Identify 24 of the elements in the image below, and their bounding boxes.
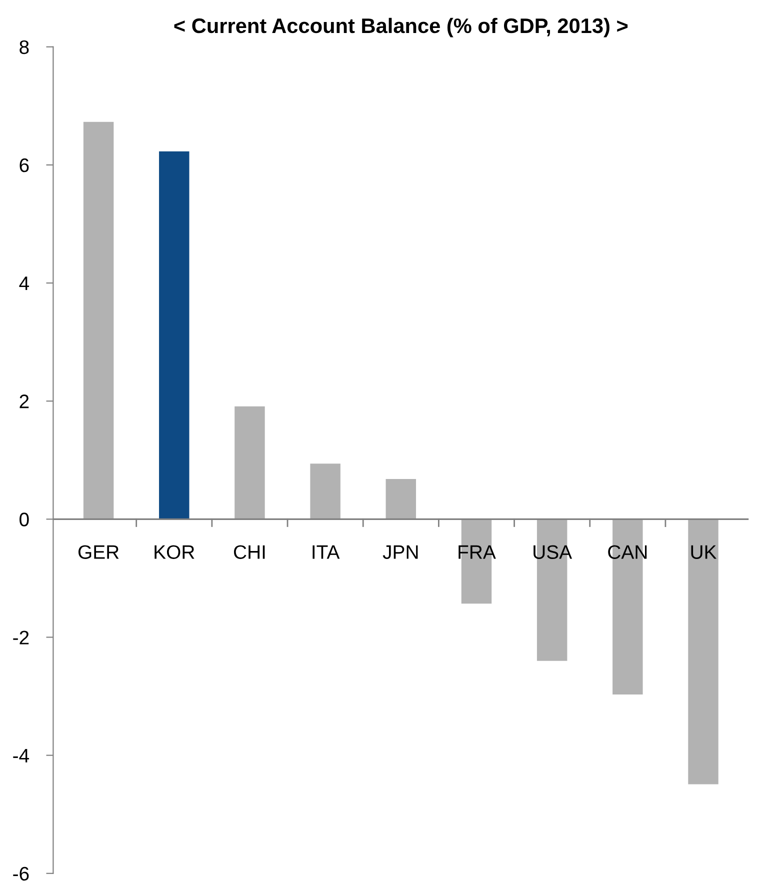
y-tick-label: 6 (20, 158, 29, 172)
x-tick-label: ITA (312, 545, 340, 559)
x-tick-label: CAN (608, 545, 647, 559)
x-tick-label: UK (691, 545, 717, 559)
bar (159, 151, 190, 520)
bar (83, 122, 114, 520)
y-tick-label: -6 (13, 866, 29, 881)
x-tick-label: USA (534, 545, 572, 559)
x-tick-label: JPN (382, 545, 418, 559)
y-tick-label: -2 (13, 630, 29, 644)
bar (386, 479, 416, 520)
x-tick-label: KOR (154, 545, 194, 559)
bar (310, 464, 340, 520)
bar (234, 406, 265, 520)
y-tick-label: 2 (20, 394, 29, 408)
y-tick-label: -4 (13, 748, 30, 762)
x-tick-label: CHI (234, 545, 265, 559)
y-tick-label: 8 (20, 40, 29, 54)
chart-title: < Current Account Balance (% of GDP, 2013) > (174, 18, 628, 38)
y-tick-label: 4 (19, 276, 30, 290)
x-tick-label: FRA (458, 545, 496, 559)
y-tick-label: 0 (20, 512, 29, 526)
x-tick-label: GER (78, 545, 119, 559)
bar (688, 519, 718, 784)
